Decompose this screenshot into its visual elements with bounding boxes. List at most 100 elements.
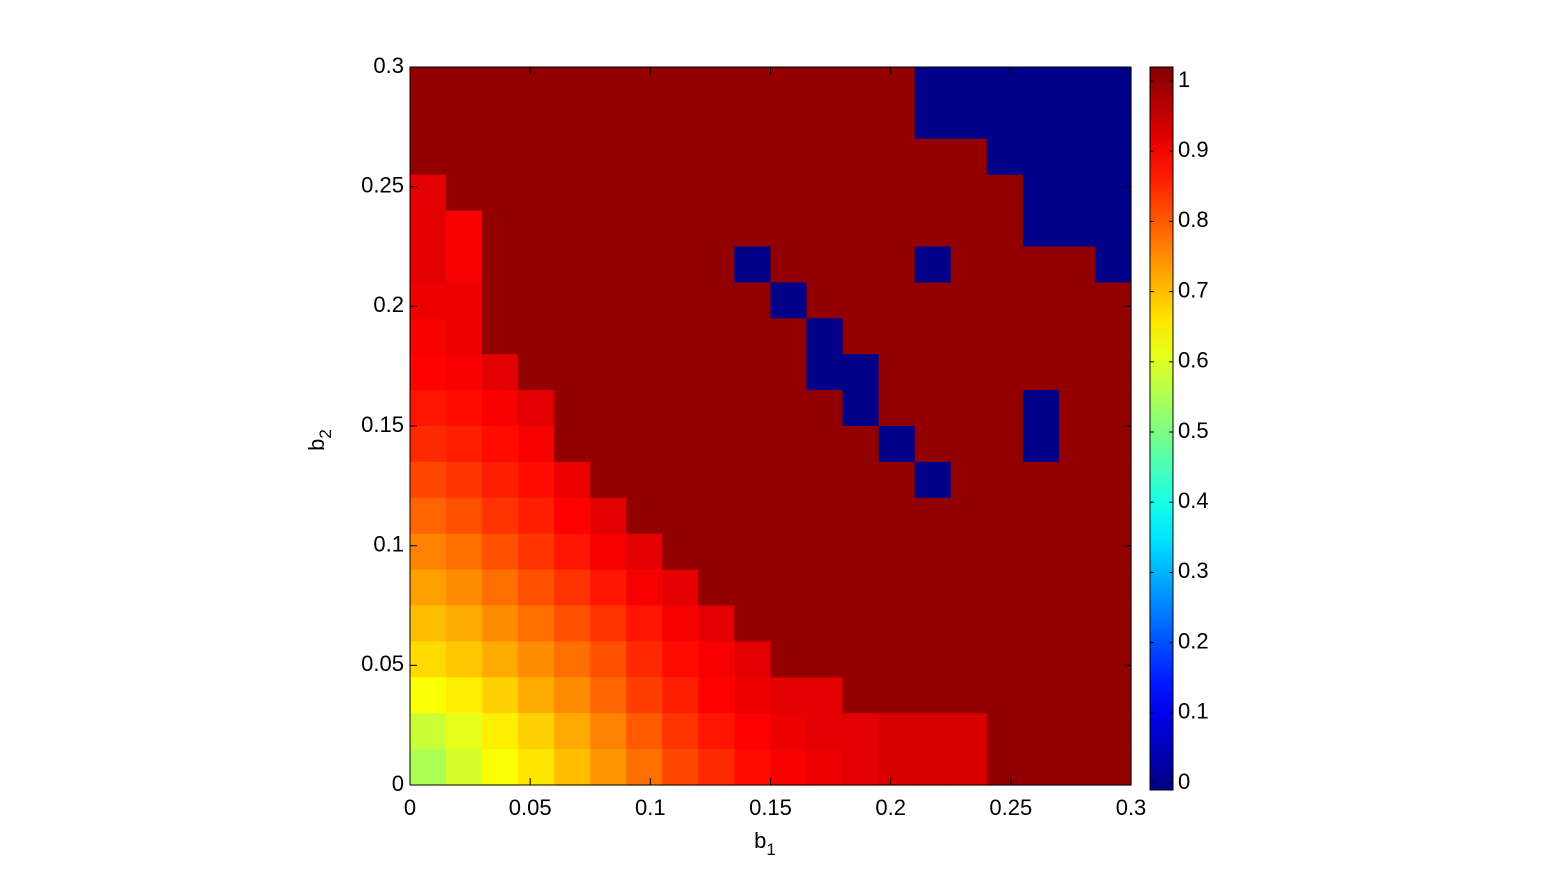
heat-cell [950,138,988,176]
y-tick-label: 0.3 [373,53,404,78]
heat-cell [986,677,1024,714]
heat-cell [554,390,591,427]
heat-cell [410,749,447,786]
heat-cell [1094,569,1132,607]
x-label-sub: 1 [766,840,775,859]
heat-cell [590,102,627,140]
heat-cell [950,246,988,283]
heat-cell [734,461,772,499]
heat-cell [1058,282,1096,319]
heat-cell [662,713,699,750]
heat-cell [1058,138,1096,176]
heat-cell [770,605,808,642]
heat-cell [878,749,916,786]
heat-cell [662,426,699,463]
heat-cell [662,461,699,499]
heat-cell [950,605,988,642]
heat-cell [554,713,591,750]
heat-cell [1022,677,1060,714]
heat-cell [1094,138,1132,176]
heat-cell [482,605,519,642]
heat-cell [986,713,1024,750]
heat-cell [482,461,519,499]
y-label-sub: 2 [316,429,335,438]
heat-cell [1058,174,1096,212]
heat-cell [734,677,772,714]
x-tick-label: 0.05 [509,795,552,820]
heat-cell [950,641,988,678]
heat-cell [770,461,808,499]
heat-cell [662,210,699,248]
heat-cell [734,67,772,104]
heat-cell [734,318,772,355]
heat-cell [950,282,988,319]
heat-cell [842,282,880,319]
heat-cell [1022,426,1060,463]
heat-cell [806,318,844,355]
heat-cell [482,749,519,786]
heat-cell [1094,210,1132,248]
heat-cell [842,318,880,355]
heat-cell [410,102,447,140]
heat-cell [950,749,988,786]
heat-cell [914,318,952,355]
heat-cell [842,138,880,176]
heat-cell [950,497,988,535]
heat-cell [1058,318,1096,355]
y-tick-label: 0.15 [361,412,404,437]
heat-cell [446,282,483,319]
heat-cell [554,174,591,212]
heat-cell [878,174,916,212]
heat-cell [446,461,483,499]
heat-cell [1022,282,1060,319]
heat-cell [446,102,483,140]
heat-cell [698,67,736,104]
heat-cell [878,246,916,283]
heat-cell [1094,102,1132,140]
heat-cell [1058,354,1096,391]
heat-cell [518,246,555,283]
heat-cell [662,138,699,176]
heat-cell [1058,426,1096,463]
heat-cell [626,605,663,642]
heat-cell [986,569,1024,607]
heat-cell [410,67,447,104]
heat-cell [770,713,808,750]
heat-cell [878,426,916,463]
heat-cell [1022,569,1060,607]
colorbar-tick-label: 0.9 [1178,137,1209,162]
heat-cell [734,533,772,571]
heat-cell [446,138,483,176]
heat-cell [1058,533,1096,571]
heat-cell [914,713,952,750]
colorbar [1149,66,1174,791]
heat-cell [662,533,699,571]
heat-cell [590,569,627,607]
heat-cell [410,461,447,499]
heat-cell [806,497,844,535]
heat-cell [590,533,627,571]
y-tick-label: 0.25 [361,172,404,197]
heat-cell [626,282,663,319]
heat-cell [1094,246,1132,283]
heat-cell [986,497,1024,535]
x-tick-label: 0.15 [749,795,792,820]
heat-cell [554,67,591,104]
heat-cell [950,426,988,463]
heat-cell [446,569,483,607]
heat-cell [806,138,844,176]
heat-cell [410,282,447,319]
heat-cell [626,713,663,750]
heat-cell [770,569,808,607]
heat-cell [770,210,808,248]
heat-cell [734,569,772,607]
heat-cell [410,246,447,283]
heat-cell [626,749,663,786]
heat-cell [554,354,591,391]
heat-cell [1058,210,1096,248]
heat-cell [986,102,1024,140]
heat-cell [446,713,483,750]
heat-cell [770,426,808,463]
heat-cell [446,174,483,212]
